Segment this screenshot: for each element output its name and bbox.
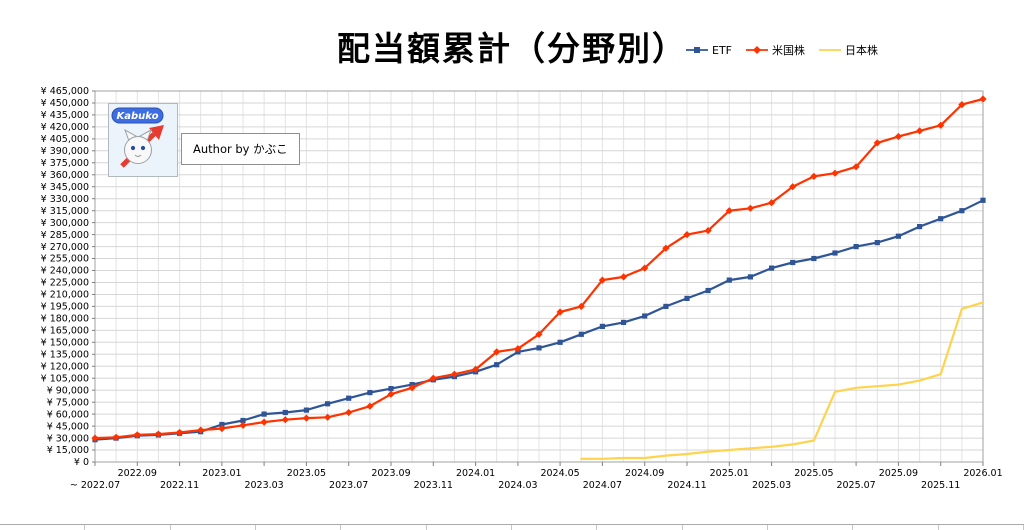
- svg-text:¥ 240,000: ¥ 240,000: [41, 266, 89, 277]
- table-cell-divider: [341, 525, 427, 530]
- legend-marker-etf-icon: [686, 45, 708, 55]
- table-cell-divider: [683, 525, 768, 530]
- svg-text:~ 2022.07: ~ 2022.07: [70, 480, 120, 491]
- svg-text:2025.07: 2025.07: [836, 480, 875, 491]
- author-credit: Author by かぶこ: [181, 133, 300, 165]
- svg-text:2025.01: 2025.01: [710, 468, 749, 479]
- svg-text:¥ 255,000: ¥ 255,000: [41, 254, 89, 265]
- series-line-1: [91, 95, 987, 442]
- svg-text:¥ 315,000: ¥ 315,000: [41, 206, 89, 217]
- svg-text:2024.03: 2024.03: [498, 480, 537, 491]
- legend-item-japan-stocks: 日本株: [819, 42, 878, 58]
- svg-text:¥ 285,000: ¥ 285,000: [41, 230, 89, 241]
- svg-text:¥ 45,000: ¥ 45,000: [47, 421, 89, 432]
- svg-text:2023.09: 2023.09: [371, 468, 410, 479]
- svg-text:¥ 180,000: ¥ 180,000: [41, 314, 89, 325]
- kabuko-logo: Kabuko: [108, 103, 178, 177]
- legend-item-us-stocks: 米国株: [746, 42, 805, 58]
- data-table-edge: [0, 524, 1024, 530]
- svg-text:¥ 300,000: ¥ 300,000: [41, 218, 89, 229]
- svg-text:2022.11: 2022.11: [160, 480, 199, 491]
- svg-text:¥ 120,000: ¥ 120,000: [41, 362, 89, 373]
- legend-item-etf: ETF: [686, 44, 732, 57]
- svg-text:2023.11: 2023.11: [414, 480, 453, 491]
- cat-mascot-icon: [124, 128, 152, 164]
- svg-text:2023.01: 2023.01: [202, 468, 241, 479]
- svg-text:2022.09: 2022.09: [118, 468, 157, 479]
- series-line-2: [580, 301, 985, 460]
- svg-text:¥ 375,000: ¥ 375,000: [41, 158, 89, 169]
- svg-text:2024.01: 2024.01: [456, 468, 495, 479]
- svg-text:2025.11: 2025.11: [921, 480, 960, 491]
- svg-text:¥ 105,000: ¥ 105,000: [41, 373, 89, 384]
- svg-text:¥ 390,000: ¥ 390,000: [41, 146, 89, 157]
- svg-text:¥ 195,000: ¥ 195,000: [41, 302, 89, 313]
- svg-text:¥ 165,000: ¥ 165,000: [41, 326, 89, 337]
- svg-text:¥ 360,000: ¥ 360,000: [41, 170, 89, 181]
- svg-text:¥ 15,000: ¥ 15,000: [47, 445, 89, 456]
- legend-label-japan-stocks: 日本株: [845, 44, 878, 57]
- table-cell-divider: [171, 525, 256, 530]
- svg-text:2025.03: 2025.03: [752, 480, 791, 491]
- svg-text:¥ 435,000: ¥ 435,000: [41, 110, 89, 121]
- table-cell-divider: [853, 525, 939, 530]
- kabuko-logo-text: Kabuko: [117, 111, 159, 122]
- svg-text:¥ 225,000: ¥ 225,000: [41, 278, 89, 289]
- table-cell-divider: [85, 525, 171, 530]
- svg-text:2026.01: 2026.01: [963, 468, 1002, 479]
- series-line-0: [92, 197, 986, 443]
- svg-text:¥ 345,000: ¥ 345,000: [41, 182, 89, 193]
- legend-marker-us-stocks-icon: [746, 45, 768, 55]
- legend-label-us-stocks: 米国株: [772, 44, 805, 57]
- legend-label-etf: ETF: [712, 43, 732, 57]
- svg-text:¥ 450,000: ¥ 450,000: [41, 98, 89, 109]
- svg-text:2023.07: 2023.07: [329, 480, 368, 491]
- svg-text:¥ 0: ¥ 0: [74, 457, 89, 468]
- table-cell-divider: [256, 525, 342, 530]
- svg-text:¥ 330,000: ¥ 330,000: [41, 194, 89, 205]
- svg-text:2023.03: 2023.03: [244, 480, 283, 491]
- svg-text:¥ 465,000: ¥ 465,000: [41, 86, 89, 97]
- svg-text:2024.09: 2024.09: [625, 468, 664, 479]
- svg-text:¥ 405,000: ¥ 405,000: [41, 134, 89, 145]
- svg-text:¥ 90,000: ¥ 90,000: [47, 385, 89, 396]
- table-cell-divider: [0, 525, 86, 530]
- svg-text:¥ 210,000: ¥ 210,000: [41, 290, 89, 301]
- table-cell-divider: [427, 525, 512, 530]
- svg-text:2024.05: 2024.05: [540, 468, 579, 479]
- svg-text:2024.07: 2024.07: [583, 480, 622, 491]
- svg-text:¥ 75,000: ¥ 75,000: [47, 397, 89, 408]
- table-cell-divider: [768, 525, 854, 530]
- svg-text:¥ 420,000: ¥ 420,000: [41, 122, 89, 133]
- svg-text:¥ 150,000: ¥ 150,000: [41, 338, 89, 349]
- svg-text:2025.05: 2025.05: [794, 468, 833, 479]
- table-cell-divider: [512, 525, 598, 530]
- kabuko-logo-image: Kabuko: [108, 103, 178, 177]
- table-cell-divider: [597, 525, 683, 530]
- y-axis-labels: ¥ 0¥ 15,000¥ 30,000¥ 45,000¥ 60,000¥ 75,…: [41, 86, 95, 468]
- chart-title: 配当額累計（分野別）: [337, 29, 687, 68]
- svg-text:¥ 270,000: ¥ 270,000: [41, 242, 89, 253]
- svg-text:2023.05: 2023.05: [287, 468, 326, 479]
- legend-marker-japan-stocks-icon: [819, 45, 841, 55]
- table-cell-divider: [939, 525, 1024, 530]
- svg-text:2025.09: 2025.09: [879, 468, 918, 479]
- svg-text:2024.11: 2024.11: [667, 480, 706, 491]
- svg-text:¥ 30,000: ¥ 30,000: [47, 433, 89, 444]
- svg-text:¥ 135,000: ¥ 135,000: [41, 350, 89, 361]
- chart-legend: ETF 米国株 日本株: [686, 42, 878, 58]
- svg-text:¥ 60,000: ¥ 60,000: [47, 409, 89, 420]
